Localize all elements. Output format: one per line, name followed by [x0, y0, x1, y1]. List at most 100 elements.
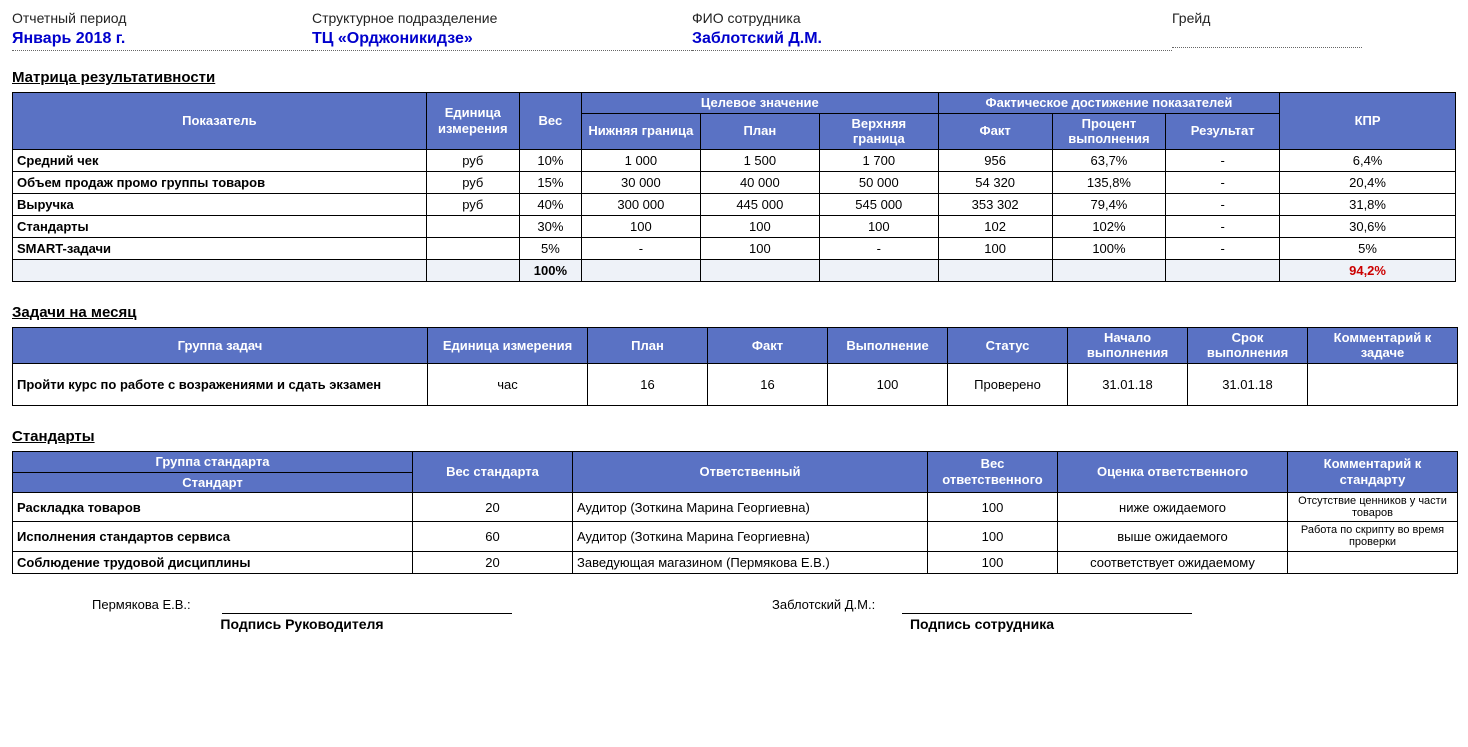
cell-plan: 40 000	[700, 171, 819, 193]
cell-plan: 100	[700, 215, 819, 237]
std-col-responsible: Ответственный	[573, 451, 928, 492]
cell-total-weight: 100%	[519, 259, 581, 281]
matrix-row: Стандарты30%100100100102102%-30,6%	[13, 215, 1456, 237]
cell-std-rating: соответствует ожидаемому	[1058, 551, 1288, 573]
employee-sig-name: Заблотский Д.М.:	[772, 597, 902, 614]
cell-empty	[1166, 259, 1280, 281]
unit-value: ТЦ «Орджоникидзе»	[312, 30, 692, 51]
standards-table: Группа стандарта Вес стандарта Ответстве…	[12, 451, 1458, 574]
tasks-title: Задачи на месяц	[12, 304, 1456, 321]
matrix-total-row: 100% 94,2%	[13, 259, 1456, 281]
cell-kpr: 30,6%	[1280, 215, 1456, 237]
cell-percent: 135,8%	[1052, 171, 1166, 193]
cell-result: -	[1166, 193, 1280, 215]
manager-signature: Пермякова Е.В.: Подпись Руководителя	[92, 596, 512, 632]
col-fact-group: Фактическое достижение показателей	[938, 93, 1279, 114]
cell-fact: 353 302	[938, 193, 1052, 215]
cell-indicator: Стандарты	[13, 215, 427, 237]
col-upper: Верхняя граница	[819, 113, 938, 149]
cell-std-comment: Отсутствие ценников у части товаров	[1288, 493, 1458, 522]
col-lower: Нижняя граница	[581, 113, 700, 149]
employee-field: ФИО сотрудника Заблотский Д.М.	[692, 10, 1172, 51]
tasks-row: Пройти курс по работе с возражениями и с…	[13, 363, 1458, 405]
cell-upper: 50 000	[819, 171, 938, 193]
cell-empty	[1052, 259, 1166, 281]
cell-std-weight: 20	[413, 493, 573, 522]
cell-unit: руб	[426, 193, 519, 215]
matrix-row: Объем продаж промо группы товаровруб15%3…	[13, 171, 1456, 193]
cell-std-respweight: 100	[928, 522, 1058, 551]
col-weight: Вес	[519, 93, 581, 150]
cell-indicator: Средний чек	[13, 149, 427, 171]
cell-total-kpr: 94,2%	[1280, 259, 1456, 281]
col-unit: Единица измерения	[426, 93, 519, 150]
cell-upper: 1 700	[819, 149, 938, 171]
cell-lower: 100	[581, 215, 700, 237]
cell-std-rating: ниже ожидаемого	[1058, 493, 1288, 522]
tasks-col-fact: Факт	[708, 327, 828, 363]
cell-indicator: Объем продаж промо группы товаров	[13, 171, 427, 193]
signature-row: Пермякова Е.В.: Подпись Руководителя Заб…	[12, 596, 1456, 632]
cell-empty	[426, 259, 519, 281]
cell-empty	[819, 259, 938, 281]
matrix-row: Средний чекруб10%1 0001 5001 70095663,7%…	[13, 149, 1456, 171]
cell-upper: -	[819, 237, 938, 259]
cell-task-completion: 100	[828, 363, 948, 405]
cell-std-responsible: Аудитор (Зоткина Марина Георгиевна)	[573, 522, 928, 551]
cell-result: -	[1166, 171, 1280, 193]
cell-kpr: 6,4%	[1280, 149, 1456, 171]
unit-field: Структурное подразделение ТЦ «Орджоникид…	[312, 10, 692, 51]
employee-caption: Подпись сотрудника	[772, 616, 1192, 632]
cell-percent: 79,4%	[1052, 193, 1166, 215]
cell-std-respweight: 100	[928, 493, 1058, 522]
employee-sig-line	[902, 596, 1192, 614]
cell-plan: 1 500	[700, 149, 819, 171]
cell-result: -	[1166, 149, 1280, 171]
cell-std-responsible: Аудитор (Зоткина Марина Георгиевна)	[573, 493, 928, 522]
cell-lower: 30 000	[581, 171, 700, 193]
standards-row: Исполнения стандартов сервиса60Аудитор (…	[13, 522, 1458, 551]
cell-fact: 956	[938, 149, 1052, 171]
std-col-weight: Вес стандарта	[413, 451, 573, 492]
tasks-col-unit: Единица измерения	[428, 327, 588, 363]
cell-lower: 1 000	[581, 149, 700, 171]
cell-indicator: Выручка	[13, 193, 427, 215]
cell-task-group: Пройти курс по работе с возражениями и с…	[13, 363, 428, 405]
cell-unit: руб	[426, 171, 519, 193]
cell-std-weight: 60	[413, 522, 573, 551]
cell-kpr: 20,4%	[1280, 171, 1456, 193]
grade-label: Грейд	[1172, 10, 1372, 26]
tasks-col-group: Группа задач	[13, 327, 428, 363]
col-fact: Факт	[938, 113, 1052, 149]
employee-value: Заблотский Д.М.	[692, 30, 1172, 51]
tasks-table: Группа задач Единица измерения План Факт…	[12, 327, 1458, 406]
report-header: Отчетный период Январь 2018 г. Структурн…	[12, 10, 1456, 51]
grade-value	[1172, 30, 1362, 48]
cell-std-group: Соблюдение трудовой дисциплины	[13, 551, 413, 573]
cell-task-status: Проверено	[948, 363, 1068, 405]
tasks-col-completion: Выполнение	[828, 327, 948, 363]
cell-fact: 102	[938, 215, 1052, 237]
cell-std-respweight: 100	[928, 551, 1058, 573]
cell-task-comment	[1308, 363, 1458, 405]
cell-upper: 100	[819, 215, 938, 237]
cell-unit	[426, 215, 519, 237]
period-field: Отчетный период Январь 2018 г.	[12, 10, 312, 51]
std-col-standard: Стандарт	[13, 472, 413, 493]
matrix-row: SMART-задачи5%-100-100100%-5%	[13, 237, 1456, 259]
cell-std-comment	[1288, 551, 1458, 573]
cell-unit: руб	[426, 149, 519, 171]
cell-std-group: Исполнения стандартов сервиса	[13, 522, 413, 551]
col-kpr: КПР	[1280, 93, 1456, 150]
tasks-col-start: Начало выполнения	[1068, 327, 1188, 363]
cell-fact: 54 320	[938, 171, 1052, 193]
tasks-col-plan: План	[588, 327, 708, 363]
cell-std-rating: выше ожидаемого	[1058, 522, 1288, 551]
cell-upper: 545 000	[819, 193, 938, 215]
tasks-col-deadline: Срок выполнения	[1188, 327, 1308, 363]
cell-weight: 15%	[519, 171, 581, 193]
cell-kpr: 31,8%	[1280, 193, 1456, 215]
standards-row: Раскладка товаров20Аудитор (Зоткина Мари…	[13, 493, 1458, 522]
grade-field: Грейд	[1172, 10, 1372, 51]
cell-weight: 5%	[519, 237, 581, 259]
